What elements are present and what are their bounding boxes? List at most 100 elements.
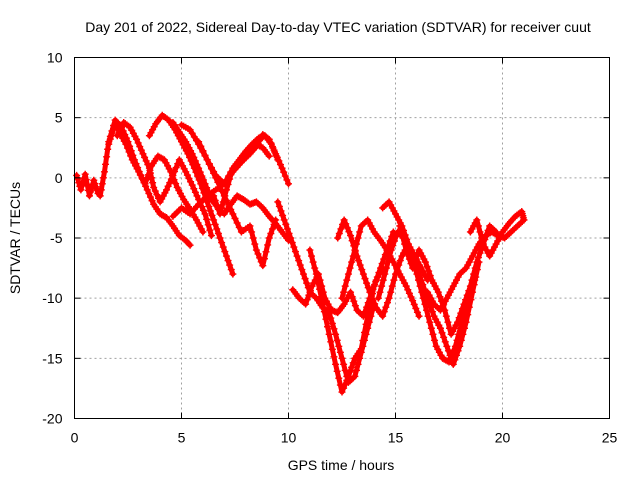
y-tick-label: 0 (55, 170, 63, 186)
data-point-marker (212, 174, 220, 182)
data-point-marker (476, 228, 484, 236)
data-point-marker (279, 211, 287, 219)
data-point-marker (423, 306, 431, 314)
data-point-marker (213, 225, 221, 233)
data-point-marker (227, 205, 235, 213)
data-point-marker (413, 251, 421, 259)
data-point-marker (188, 181, 196, 189)
data-point-marker (216, 210, 224, 218)
data-point-marker (148, 197, 156, 205)
data-point-marker (303, 279, 311, 287)
data-point-marker (88, 184, 96, 192)
data-point-marker (233, 219, 241, 227)
data-point-marker (186, 241, 194, 249)
data-point-marker (340, 216, 348, 224)
data-point-marker (102, 160, 110, 168)
data-point-marker (363, 279, 371, 287)
data-point-marker (285, 180, 292, 188)
data-point-marker (412, 255, 420, 263)
data-point-marker (382, 264, 390, 272)
data-point-marker (306, 287, 314, 295)
data-point-marker (272, 152, 280, 160)
data-point-marker (449, 360, 457, 368)
data-point-marker (460, 300, 468, 308)
data-point-marker (473, 216, 481, 224)
data-point-marker (163, 186, 171, 194)
data-point-marker (356, 228, 364, 236)
data-point-marker (272, 216, 280, 224)
data-point-marker (338, 388, 346, 396)
data-point-marker (283, 176, 291, 184)
data-point-marker (383, 299, 391, 307)
data-point-marker (280, 216, 288, 224)
data-point-marker (357, 345, 365, 353)
data-point-marker (81, 170, 89, 178)
data-point-marker (404, 251, 412, 259)
data-point-marker (186, 126, 194, 134)
y-tick-label: 5 (55, 110, 63, 126)
data-point-marker (163, 115, 171, 123)
data-point-marker (235, 223, 243, 231)
data-point-marker (459, 330, 467, 338)
data-point-marker (276, 161, 284, 169)
data-point-marker (409, 264, 417, 272)
data-point-marker (203, 198, 211, 206)
data-point-marker (193, 161, 201, 169)
data-point-marker (143, 186, 151, 194)
data-point-marker (397, 228, 405, 236)
data-point-marker (333, 367, 341, 375)
data-point-marker (428, 308, 436, 316)
data-point-marker (415, 312, 423, 320)
data-point-marker (208, 211, 216, 219)
data-point-marker (466, 282, 474, 290)
data-point-marker (410, 260, 418, 268)
data-point-marker (324, 323, 332, 331)
data-point-marker (441, 338, 449, 346)
data-point-marker (172, 164, 180, 172)
data-point-marker (335, 374, 343, 382)
data-point-marker (227, 170, 235, 178)
data-point-marker (343, 376, 351, 384)
data-point-marker (348, 293, 356, 301)
x-tick-label: 10 (281, 430, 297, 446)
data-point-marker (429, 330, 437, 338)
data-point-marker (356, 261, 364, 269)
data-point-marker (85, 192, 93, 200)
data-point-marker (311, 293, 319, 301)
data-point-marker (381, 270, 389, 278)
data-point-marker (122, 140, 130, 148)
data-point-marker (203, 215, 211, 223)
data-point-marker (288, 239, 296, 247)
x-tick-labels: 0 5 10 15 20 25 (71, 430, 618, 446)
data-point-marker (347, 288, 355, 296)
data-point-marker (146, 193, 154, 201)
data-point-marker (362, 320, 370, 328)
data-point-marker (150, 183, 158, 191)
data-point-marker (436, 324, 444, 332)
data-point-marker (364, 312, 372, 320)
y-tick-label: 10 (47, 50, 63, 66)
data-point-marker (296, 261, 304, 269)
data-point-marker (203, 156, 211, 164)
data-point-marker (91, 180, 99, 188)
data-point-marker (201, 151, 209, 159)
data-point-marker (291, 248, 299, 256)
data-point-marker (98, 180, 106, 188)
data-point-marker (123, 144, 131, 152)
data-point-marker (399, 234, 407, 242)
data-point-marker (444, 318, 452, 326)
data-point-marker (305, 291, 313, 299)
data-point-marker (454, 318, 462, 326)
data-point-marker (348, 363, 356, 371)
x-tick-label: 15 (388, 430, 404, 446)
data-point-marker (389, 242, 397, 250)
data-point-marker (185, 240, 193, 248)
data-point-marker (221, 192, 229, 200)
data-point-marker (358, 266, 366, 274)
data-point-marker (262, 248, 270, 256)
data-point-marker (463, 291, 471, 299)
data-point-marker (349, 252, 357, 260)
data-point-marker (269, 144, 277, 152)
data-point-marker (210, 192, 218, 200)
data-point-marker (268, 225, 276, 233)
